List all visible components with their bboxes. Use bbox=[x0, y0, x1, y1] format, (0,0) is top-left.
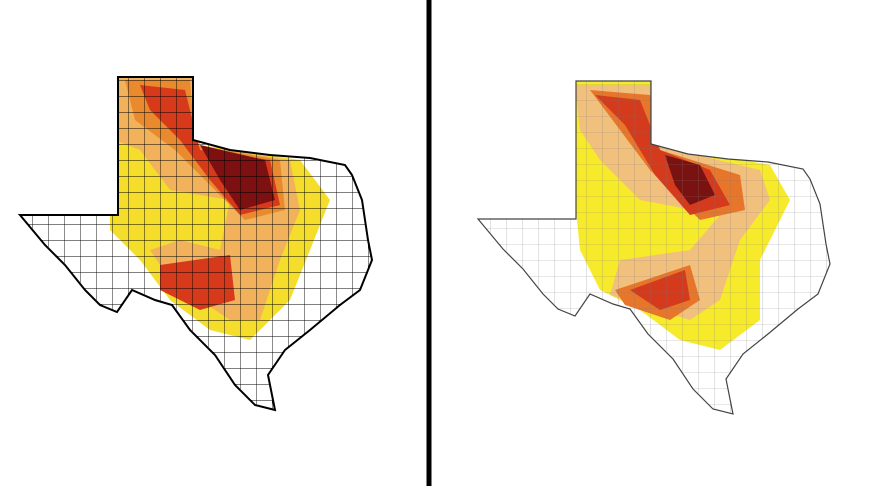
left-map bbox=[20, 77, 372, 410]
right-map bbox=[478, 81, 830, 414]
